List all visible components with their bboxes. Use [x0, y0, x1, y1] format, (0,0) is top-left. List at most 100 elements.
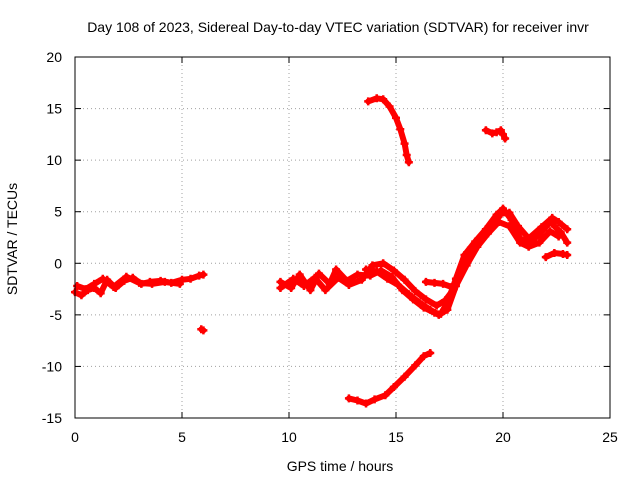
data-point	[109, 283, 118, 292]
data-point	[357, 275, 366, 284]
data-point	[306, 286, 315, 295]
data-point	[505, 208, 514, 217]
data-point	[379, 95, 388, 104]
x-tick-label: 10	[281, 429, 297, 445]
data-point	[421, 277, 430, 286]
data-point	[90, 279, 99, 288]
data-point	[447, 283, 456, 292]
data-point	[334, 273, 343, 282]
data-point	[402, 150, 411, 159]
series-arc-mid	[481, 126, 510, 143]
data-point	[98, 274, 107, 283]
series-outlier	[197, 325, 208, 335]
data-point	[314, 269, 323, 278]
data-point	[492, 128, 501, 137]
data-point	[404, 158, 413, 167]
data-point	[400, 275, 409, 284]
y-tick-label: -10	[42, 358, 62, 374]
series-track-f	[421, 277, 456, 292]
series-track-b	[73, 272, 184, 294]
data-point	[135, 278, 144, 287]
data-point	[484, 229, 493, 238]
data-point	[389, 383, 398, 392]
axis-ticks	[74, 56, 611, 419]
data-point	[186, 274, 195, 283]
data-point	[548, 213, 557, 222]
plot-frame	[74, 56, 611, 419]
data-point	[379, 259, 388, 268]
series-track-d	[276, 208, 572, 310]
data-point	[392, 113, 400, 122]
x-tick-label: 5	[178, 429, 186, 445]
data-point	[494, 218, 503, 227]
data-point	[415, 298, 424, 307]
y-tick-label: 10	[46, 152, 62, 168]
data-point	[394, 280, 403, 289]
data-point	[434, 310, 443, 319]
y-tick-label: 15	[46, 101, 62, 117]
data-point	[362, 399, 371, 408]
data-point	[550, 248, 559, 257]
data-point	[524, 234, 533, 243]
y-tick-label: -5	[50, 307, 63, 323]
data-point	[160, 277, 169, 286]
data-point	[462, 261, 471, 270]
data-point	[364, 97, 373, 106]
data-point	[481, 126, 490, 135]
data-point	[432, 301, 441, 310]
data-point	[299, 281, 308, 290]
data-point	[554, 218, 563, 227]
y-tick-label: 5	[54, 204, 62, 220]
data-series	[71, 94, 572, 408]
data-point	[372, 267, 381, 276]
chart-title: Day 108 of 2023, Sidereal Day-to-day VTE…	[87, 19, 589, 35]
series-line	[74, 273, 183, 293]
data-point	[496, 209, 505, 218]
data-point	[370, 395, 379, 404]
data-point	[77, 291, 86, 300]
y-tick-label: 20	[46, 49, 62, 65]
data-point	[344, 394, 353, 403]
data-point	[344, 280, 353, 289]
data-point	[411, 287, 420, 296]
data-point	[473, 242, 482, 251]
data-point	[353, 396, 362, 405]
data-point	[400, 372, 409, 381]
x-tick-label: 25	[602, 429, 618, 445]
data-point	[443, 305, 452, 314]
data-point	[310, 273, 319, 282]
data-point	[524, 242, 533, 251]
series-line	[423, 278, 455, 290]
data-point	[501, 134, 510, 143]
data-point	[332, 265, 341, 274]
data-point	[148, 279, 157, 288]
data-point	[419, 352, 428, 361]
data-point	[400, 139, 409, 148]
data-point	[563, 238, 572, 247]
y-tick-label: -15	[42, 410, 62, 426]
series-track-g	[541, 248, 572, 262]
data-point	[175, 279, 184, 288]
x-tick-label: 0	[71, 429, 79, 445]
x-axis-title: GPS time / hours	[287, 458, 394, 474]
data-point	[505, 222, 514, 231]
data-point	[289, 274, 298, 283]
data-point	[276, 284, 285, 293]
data-point	[353, 270, 362, 279]
data-point	[362, 265, 371, 274]
data-point	[546, 227, 555, 236]
y-axis-title: SDTVAR / TECUs	[4, 183, 20, 295]
data-point	[411, 361, 420, 370]
data-point	[421, 295, 430, 304]
data-point	[537, 223, 546, 232]
data-point	[554, 232, 563, 241]
data-point	[513, 222, 522, 231]
data-point	[81, 285, 90, 294]
data-point	[122, 272, 131, 281]
data-point	[199, 326, 208, 335]
data-point	[499, 130, 507, 139]
data-point	[541, 253, 550, 262]
tick-labels: 0 5 10 15 20 25 -15 -10 -5 0 5 10 15 20	[42, 49, 618, 445]
data-point	[73, 281, 82, 290]
